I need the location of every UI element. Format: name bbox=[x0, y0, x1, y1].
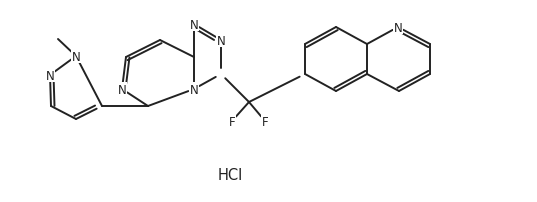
Text: N: N bbox=[71, 50, 81, 63]
Text: F: F bbox=[229, 115, 235, 128]
Text: N: N bbox=[216, 34, 226, 47]
Text: HCl: HCl bbox=[217, 167, 243, 182]
Text: N: N bbox=[190, 18, 198, 31]
Text: N: N bbox=[118, 83, 126, 96]
Text: N: N bbox=[46, 69, 54, 82]
Text: N: N bbox=[394, 21, 402, 34]
Text: F: F bbox=[262, 115, 268, 128]
Text: N: N bbox=[190, 83, 198, 96]
